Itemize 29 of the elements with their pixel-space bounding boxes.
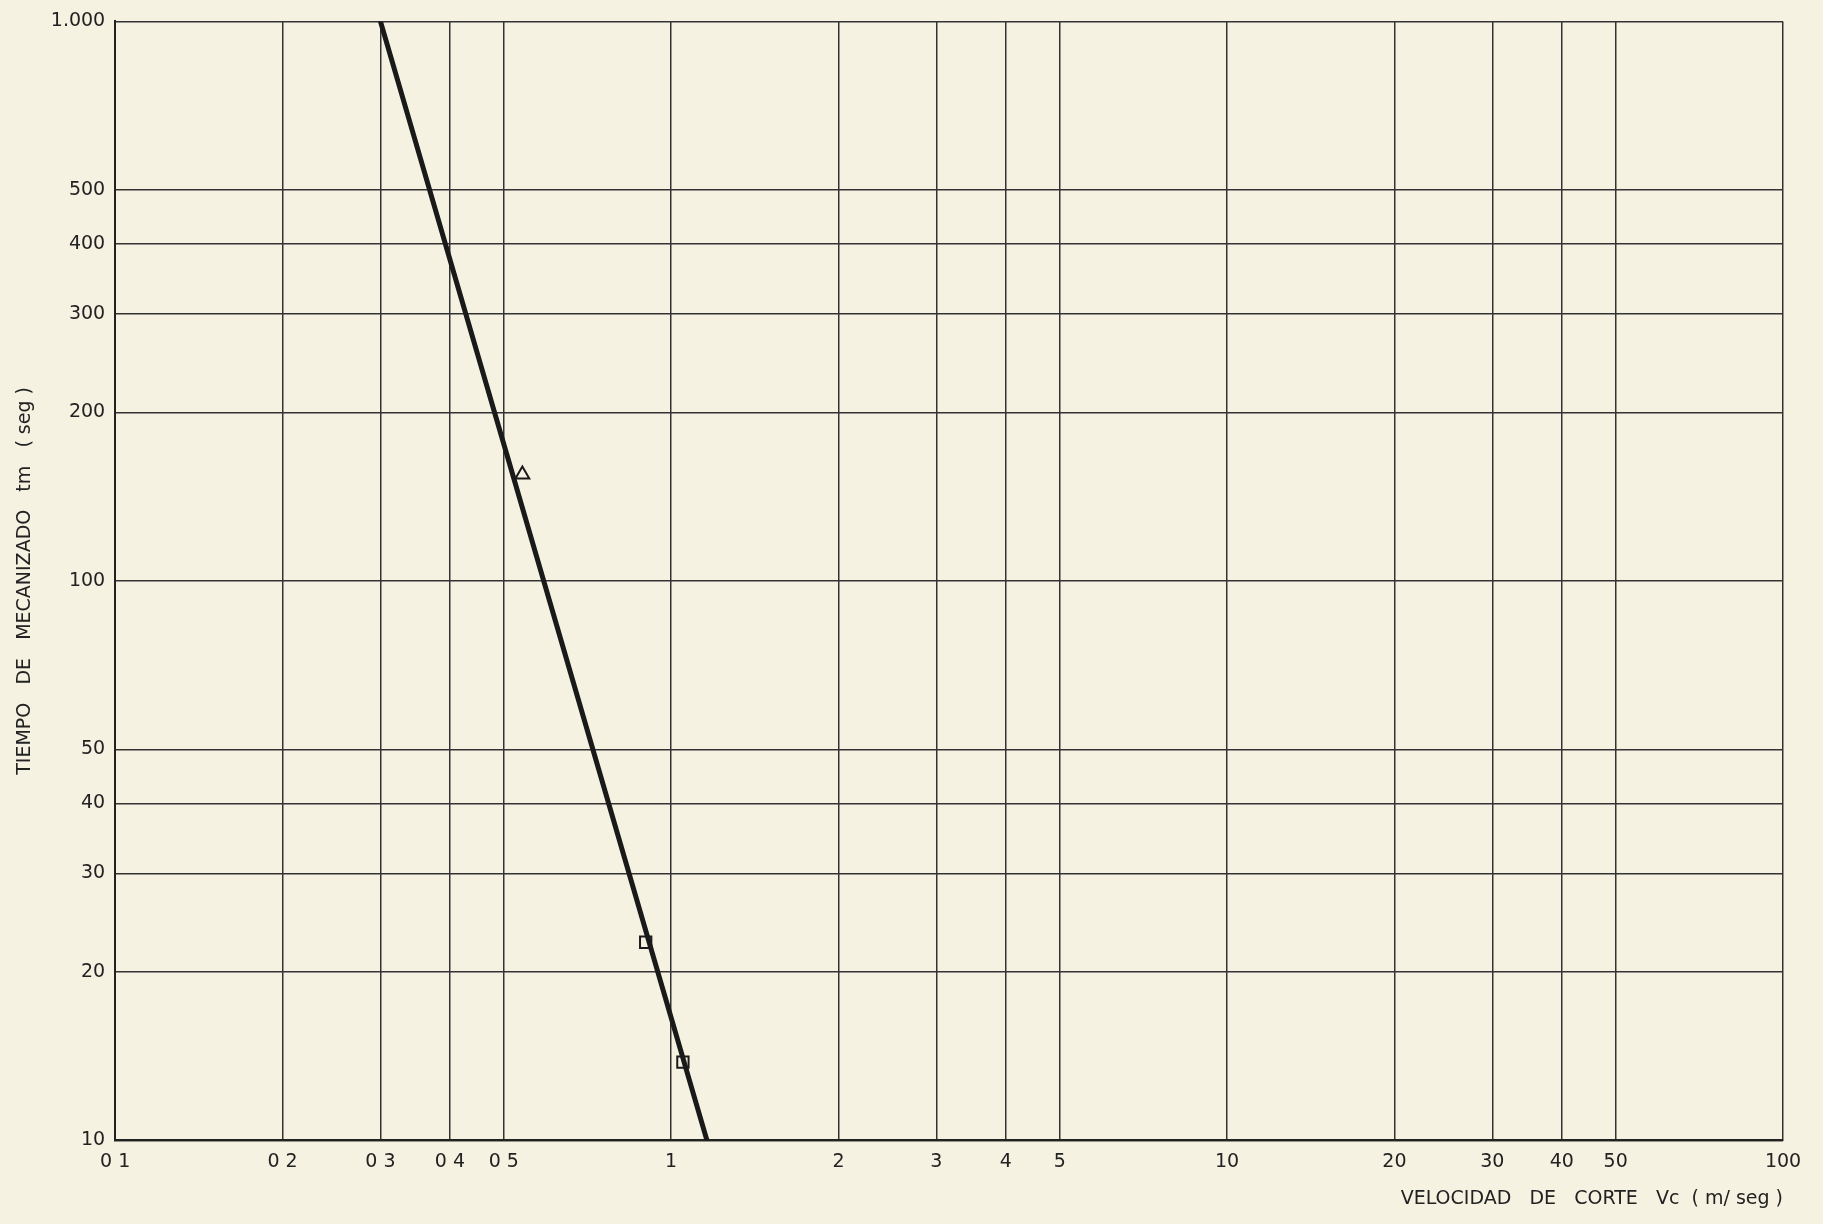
x-tick-label: 3 [930,1148,943,1171]
x-tick-label: 2 [832,1148,845,1171]
x-tick-label: 30 [1480,1148,1505,1171]
x-tick-label: 20 [1382,1148,1407,1171]
y-axis-title: TIEMPO DE MECANIZADO tm ( seg ) [12,387,35,776]
y-tick-label: 30 [81,860,106,883]
y-tick-label: 50 [81,736,106,759]
x-tick-label: 40 [1549,1148,1574,1171]
y-tick-label: 500 [68,176,106,199]
y-tick-label: 10 [81,1127,106,1150]
x-tick-label: 4 [999,1148,1012,1171]
y-tick-label: 200 [68,399,106,422]
y-tick-label: 20 [81,958,106,981]
x-tick-label: 1 [665,1148,678,1171]
x-tick-label: 100 [1764,1148,1802,1171]
x-tick-label: 0 4 [434,1148,466,1171]
y-tick-label: 40 [81,790,106,813]
x-axis-title: VELOCIDAD DE CORTE Vc ( m/ seg ) [1400,1185,1783,1208]
x-tick-label: 50 [1603,1148,1628,1171]
x-tick-label: 0 2 [267,1148,298,1171]
x-tick-label: 5 [1053,1148,1066,1171]
y-tick-label: 400 [68,230,106,253]
x-tick-label: 0 5 [488,1148,519,1171]
y-tick-label: 100 [68,567,106,590]
x-tick-label: 0 3 [365,1148,396,1171]
x-tick-label: 10 [1214,1148,1240,1171]
x-tick-label: 0 1 [100,1148,131,1171]
y-tick-label: 300 [68,300,106,323]
y-tick-label: 1.000 [50,8,106,31]
